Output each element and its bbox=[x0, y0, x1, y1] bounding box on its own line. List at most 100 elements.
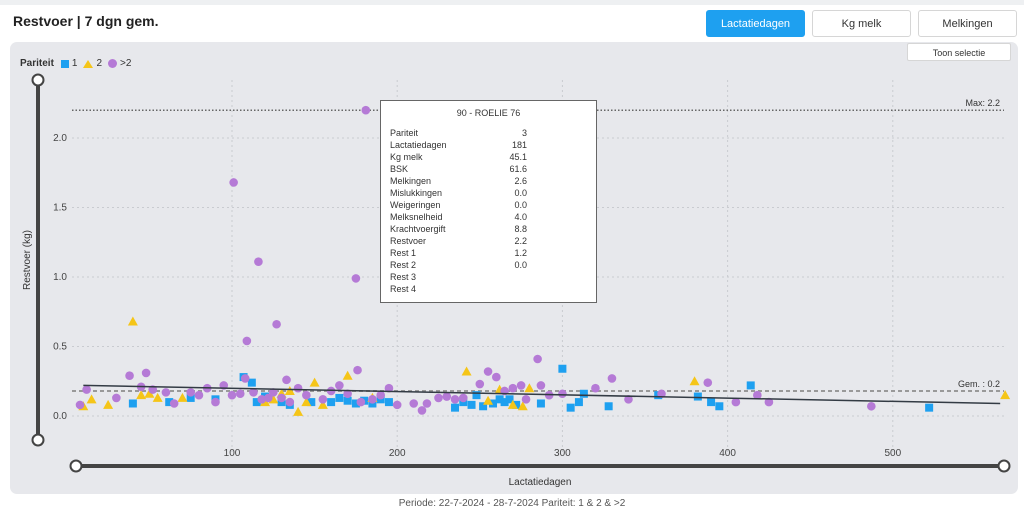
data-point-parity-1[interactable] bbox=[604, 402, 613, 411]
data-point-parity-3[interactable] bbox=[293, 383, 303, 393]
data-point-parity-3[interactable] bbox=[169, 399, 179, 408]
data-point-parity-1[interactable] bbox=[467, 400, 476, 409]
data-point-parity-1[interactable] bbox=[335, 393, 344, 402]
data-point-parity-1[interactable] bbox=[500, 398, 509, 407]
data-point-parity-2[interactable] bbox=[524, 383, 535, 393]
data-point-parity-3[interactable] bbox=[731, 397, 741, 407]
data-point-parity-2[interactable] bbox=[177, 392, 188, 402]
data-point-parity-3[interactable] bbox=[277, 393, 286, 403]
data-point-parity-1[interactable] bbox=[479, 402, 488, 411]
data-point-parity-3[interactable] bbox=[125, 371, 134, 380]
data-point-parity-3[interactable] bbox=[282, 375, 291, 385]
data-point-parity-1[interactable] bbox=[247, 378, 256, 387]
data-point-parity-3[interactable] bbox=[249, 388, 258, 397]
data-point-parity-1[interactable] bbox=[536, 399, 545, 408]
data-point-parity-2[interactable] bbox=[689, 376, 700, 386]
data-point-parity-1[interactable] bbox=[384, 398, 393, 407]
data-point-parity-3[interactable] bbox=[475, 379, 485, 389]
data-point-parity-3[interactable] bbox=[450, 395, 460, 404]
data-point-parity-3[interactable] bbox=[483, 367, 493, 376]
data-point-parity-1[interactable] bbox=[579, 389, 588, 398]
tab-kg-melk[interactable]: Kg melk bbox=[812, 10, 911, 37]
data-point-parity-3[interactable] bbox=[867, 401, 876, 411]
data-point-parity-3[interactable] bbox=[368, 395, 377, 404]
data-point-parity-3[interactable] bbox=[657, 389, 666, 399]
data-point-parity-1[interactable] bbox=[693, 392, 702, 401]
data-point-parity-1[interactable] bbox=[472, 391, 481, 400]
data-point-parity-2[interactable] bbox=[517, 401, 528, 411]
data-point-parity-3[interactable] bbox=[417, 406, 427, 415]
data-point-parity-3[interactable] bbox=[508, 383, 518, 393]
data-point-parity-1[interactable] bbox=[327, 398, 336, 407]
data-point-parity-2[interactable] bbox=[301, 397, 312, 407]
data-point-parity-1[interactable] bbox=[495, 395, 504, 404]
data-point-parity-2[interactable] bbox=[483, 395, 494, 405]
data-point-parity-2[interactable] bbox=[284, 385, 295, 395]
data-point-parity-3[interactable] bbox=[376, 390, 385, 400]
data-point-parity-3[interactable] bbox=[302, 390, 311, 400]
data-point-parity-2[interactable] bbox=[144, 388, 155, 398]
data-point-parity-2[interactable] bbox=[507, 399, 518, 409]
data-point-parity-3[interactable] bbox=[356, 397, 366, 407]
data-point-parity-1[interactable] bbox=[252, 398, 261, 407]
data-point-parity-3[interactable] bbox=[422, 399, 432, 408]
data-point-parity-2[interactable] bbox=[1000, 390, 1011, 400]
data-point-parity-3[interactable] bbox=[186, 388, 195, 397]
data-point-parity-3[interactable] bbox=[254, 257, 263, 267]
data-point-parity-1[interactable] bbox=[451, 403, 460, 412]
x-range-slider-handle-right[interactable] bbox=[997, 459, 1011, 473]
toon-selectie-button[interactable]: Toon selectie bbox=[907, 43, 1011, 61]
data-point-parity-3[interactable] bbox=[384, 383, 394, 393]
data-point-parity-1[interactable] bbox=[489, 399, 498, 408]
data-point-parity-3[interactable] bbox=[392, 400, 402, 410]
data-point-parity-3[interactable] bbox=[318, 395, 328, 404]
data-point-parity-1[interactable] bbox=[707, 398, 716, 407]
data-point-parity-3[interactable] bbox=[240, 374, 250, 383]
data-point-parity-3[interactable] bbox=[703, 378, 713, 387]
data-point-parity-3[interactable] bbox=[516, 381, 526, 390]
data-point-parity-3[interactable] bbox=[285, 397, 295, 407]
data-point-parity-3[interactable] bbox=[591, 383, 600, 393]
data-point-parity-3[interactable] bbox=[624, 395, 633, 404]
data-point-parity-1[interactable] bbox=[558, 364, 567, 373]
data-point-parity-3[interactable] bbox=[492, 372, 501, 382]
data-point-parity-3[interactable] bbox=[141, 368, 151, 378]
data-point-parity-1[interactable] bbox=[165, 398, 174, 407]
data-point-parity-3[interactable] bbox=[161, 388, 171, 397]
data-point-parity-1[interactable] bbox=[307, 398, 316, 407]
data-point-parity-1[interactable] bbox=[715, 402, 724, 411]
data-point-parity-3[interactable] bbox=[242, 336, 252, 346]
data-point-parity-3[interactable] bbox=[764, 397, 774, 407]
data-point-parity-3[interactable] bbox=[75, 400, 85, 410]
data-point-parity-3[interactable] bbox=[521, 395, 531, 404]
data-point-parity-1[interactable] bbox=[343, 396, 352, 405]
data-point-parity-3[interactable] bbox=[533, 354, 542, 364]
data-point-parity-3[interactable] bbox=[458, 393, 468, 403]
tab-melkingen[interactable]: Melkingen bbox=[918, 10, 1017, 37]
legend-item-3[interactable]: >2 bbox=[108, 58, 131, 69]
data-point-parity-3[interactable] bbox=[442, 392, 452, 401]
data-point-parity-2[interactable] bbox=[342, 370, 353, 380]
data-point-parity-3[interactable] bbox=[82, 385, 91, 394]
data-point-parity-2[interactable] bbox=[152, 392, 163, 402]
data-point-parity-3[interactable] bbox=[558, 389, 567, 399]
data-point-parity-1[interactable] bbox=[574, 398, 583, 407]
data-point-parity-1[interactable] bbox=[746, 381, 755, 390]
y-range-slider-handle-bottom[interactable] bbox=[31, 433, 45, 447]
data-point-parity-3[interactable] bbox=[335, 381, 344, 390]
data-point-parity-3[interactable] bbox=[536, 381, 546, 390]
data-point-parity-3[interactable] bbox=[272, 319, 281, 329]
legend-item-1[interactable]: 1 bbox=[60, 58, 77, 69]
tab-lactatiedagen[interactable]: Lactatiedagen bbox=[706, 10, 805, 37]
data-point-parity-1[interactable] bbox=[512, 400, 521, 409]
data-point-parity-1[interactable] bbox=[351, 399, 360, 408]
data-point-parity-3[interactable] bbox=[257, 395, 267, 404]
data-point-parity-2[interactable] bbox=[293, 406, 304, 416]
data-point-parity-1[interactable] bbox=[925, 403, 934, 412]
data-point-parity-3[interactable] bbox=[112, 393, 121, 403]
data-point-parity-3[interactable] bbox=[434, 393, 443, 403]
data-point-parity-2[interactable] bbox=[136, 390, 147, 400]
data-point-parity-2[interactable] bbox=[86, 394, 97, 404]
data-point-parity-3[interactable] bbox=[235, 389, 245, 399]
data-point-parity-3[interactable] bbox=[409, 399, 419, 408]
